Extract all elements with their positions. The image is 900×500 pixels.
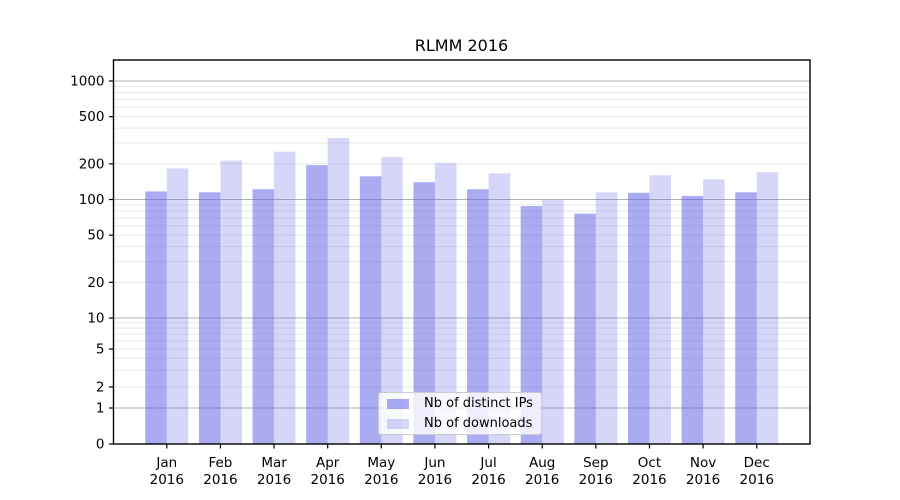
legend-item-downloads: Nb of downloads xyxy=(387,415,541,432)
x-tick-label-apr: Apr 2016 xyxy=(311,455,345,488)
bar-downloads-jun xyxy=(434,163,457,445)
y-tick-label-1000: 1000 xyxy=(70,74,104,90)
x-tick-label-jul: Jul 2016 xyxy=(471,455,505,488)
bar-downloads-apr xyxy=(327,138,350,444)
bar-distinct-ips-feb xyxy=(198,192,221,444)
bar-distinct-ips-may xyxy=(359,176,382,444)
bar-distinct-ips-sep xyxy=(574,213,596,444)
y-tick-label-2: 2 xyxy=(96,380,105,396)
legend: Nb of distinct IPs Nb of downloads xyxy=(378,392,542,435)
chart-title: RLMM 2016 xyxy=(414,36,509,55)
legend-label-distinct-ips: Nb of distinct IPs xyxy=(424,396,533,411)
x-tick-label-feb: Feb 2016 xyxy=(203,455,237,488)
legend-swatch-distinct-ips xyxy=(387,398,409,409)
plot-spines xyxy=(112,59,811,445)
legend-label-downloads: Nb of downloads xyxy=(424,416,533,431)
y-tick-label-5: 5 xyxy=(96,342,105,358)
bar-distinct-ips-jun xyxy=(413,182,435,444)
bar-distinct-ips-nov xyxy=(681,196,704,444)
x-tick-label-aug: Aug 2016 xyxy=(525,455,559,488)
x-tick-label-mar: Mar 2016 xyxy=(257,455,291,488)
bar-distinct-ips-apr xyxy=(306,165,328,444)
x-tick-label-sep: Sep 2016 xyxy=(579,455,613,488)
x-tick-label-may: May 2016 xyxy=(364,455,398,488)
x-tick-label-jun: Jun 2016 xyxy=(418,455,452,488)
y-tick-label-200: 200 xyxy=(79,156,105,172)
bar-downloads-may xyxy=(381,157,403,444)
bar-downloads-mar xyxy=(274,151,296,444)
bar-distinct-ips-jul xyxy=(467,189,489,444)
bar-downloads-dec xyxy=(756,172,779,444)
bar-downloads-feb xyxy=(220,160,242,444)
legend-swatch-downloads xyxy=(387,418,409,429)
bar-distinct-ips-jan xyxy=(145,191,167,444)
x-tick-label-dec: Dec 2016 xyxy=(740,455,774,488)
bar-downloads-jan xyxy=(166,168,189,445)
y-tick-label-10: 10 xyxy=(87,311,104,327)
x-tick-label-nov: Nov 2016 xyxy=(686,455,720,488)
y-tick-label-50: 50 xyxy=(87,228,104,244)
bar-downloads-aug xyxy=(542,200,564,444)
y-tick-label-20: 20 xyxy=(87,275,104,291)
bar-downloads-nov xyxy=(703,179,725,445)
legend-item-distinct-ips: Nb of distinct IPs xyxy=(387,395,541,412)
y-tick-label-500: 500 xyxy=(79,109,105,125)
bar-distinct-ips-dec xyxy=(735,192,757,444)
bar-downloads-sep xyxy=(595,192,618,444)
y-tick-label-100: 100 xyxy=(79,192,105,208)
bar-downloads-oct xyxy=(649,175,671,445)
bar-distinct-ips-oct xyxy=(627,192,650,444)
bar-distinct-ips-mar xyxy=(252,189,275,444)
y-tick-label-1: 1 xyxy=(96,401,105,417)
x-tick-label-oct: Oct 2016 xyxy=(632,455,666,488)
bar-distinct-ips-aug xyxy=(520,206,543,444)
x-tick-label-jan: Jan 2016 xyxy=(150,455,184,488)
bar-downloads-jul xyxy=(488,173,511,445)
y-tick-label-0: 0 xyxy=(96,437,105,453)
